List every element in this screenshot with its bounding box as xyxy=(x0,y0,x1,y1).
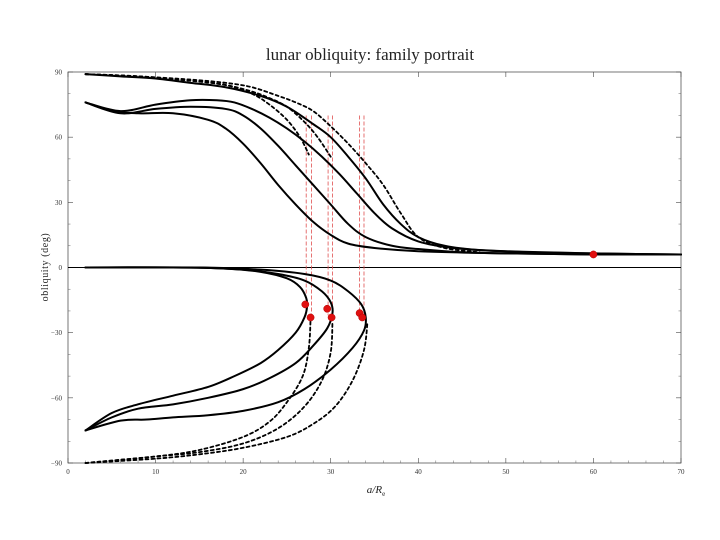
series-line-solid xyxy=(84,98,682,256)
x-tick-label: 70 xyxy=(678,468,686,476)
chart-title: lunar obliquity: family portrait xyxy=(266,45,474,64)
data-point xyxy=(327,313,336,322)
data-point xyxy=(323,304,332,313)
y-tick-label: 0 xyxy=(59,264,63,272)
data-point xyxy=(306,313,315,322)
x-tick-label: 60 xyxy=(590,468,598,476)
series-line-solid xyxy=(84,101,682,256)
y-tick-label: 90 xyxy=(55,69,63,77)
series-line-dashed xyxy=(84,73,332,158)
y-tick-label: −30 xyxy=(51,329,62,337)
series-line-dashed xyxy=(84,320,369,464)
y-axis-label: obliquity (deg) xyxy=(40,233,51,302)
plot-area: 90 60 30 0 −30 −60 −90 0 10 20 30 40 50 60 70 xyxy=(51,69,685,477)
series-line-dashed xyxy=(84,320,334,464)
x-tick-label: 50 xyxy=(502,468,510,476)
series-line-solid xyxy=(84,73,682,256)
y-tick-label: −60 xyxy=(51,394,62,402)
x-tick-label: 40 xyxy=(415,468,423,476)
data-point xyxy=(589,250,598,259)
x-tick-label: 20 xyxy=(240,468,248,476)
y-tick-label: 60 xyxy=(55,134,63,142)
series-line-solid xyxy=(84,266,309,432)
x-axis-label: a/Re xyxy=(367,484,385,498)
x-tick-label: 0 xyxy=(66,468,70,476)
x-tick-label: 30 xyxy=(327,468,335,476)
y-tick-label: −90 xyxy=(51,460,62,468)
data-point xyxy=(358,313,367,322)
series-line-dashed xyxy=(84,73,481,254)
series-line-solid xyxy=(84,101,682,256)
data-point xyxy=(301,300,310,309)
series-line-solid xyxy=(84,266,334,432)
y-tick-label: 30 xyxy=(55,199,63,207)
x-tick-label: 10 xyxy=(152,468,160,476)
series-line-solid xyxy=(84,266,367,432)
series-line-dashed xyxy=(84,318,312,464)
